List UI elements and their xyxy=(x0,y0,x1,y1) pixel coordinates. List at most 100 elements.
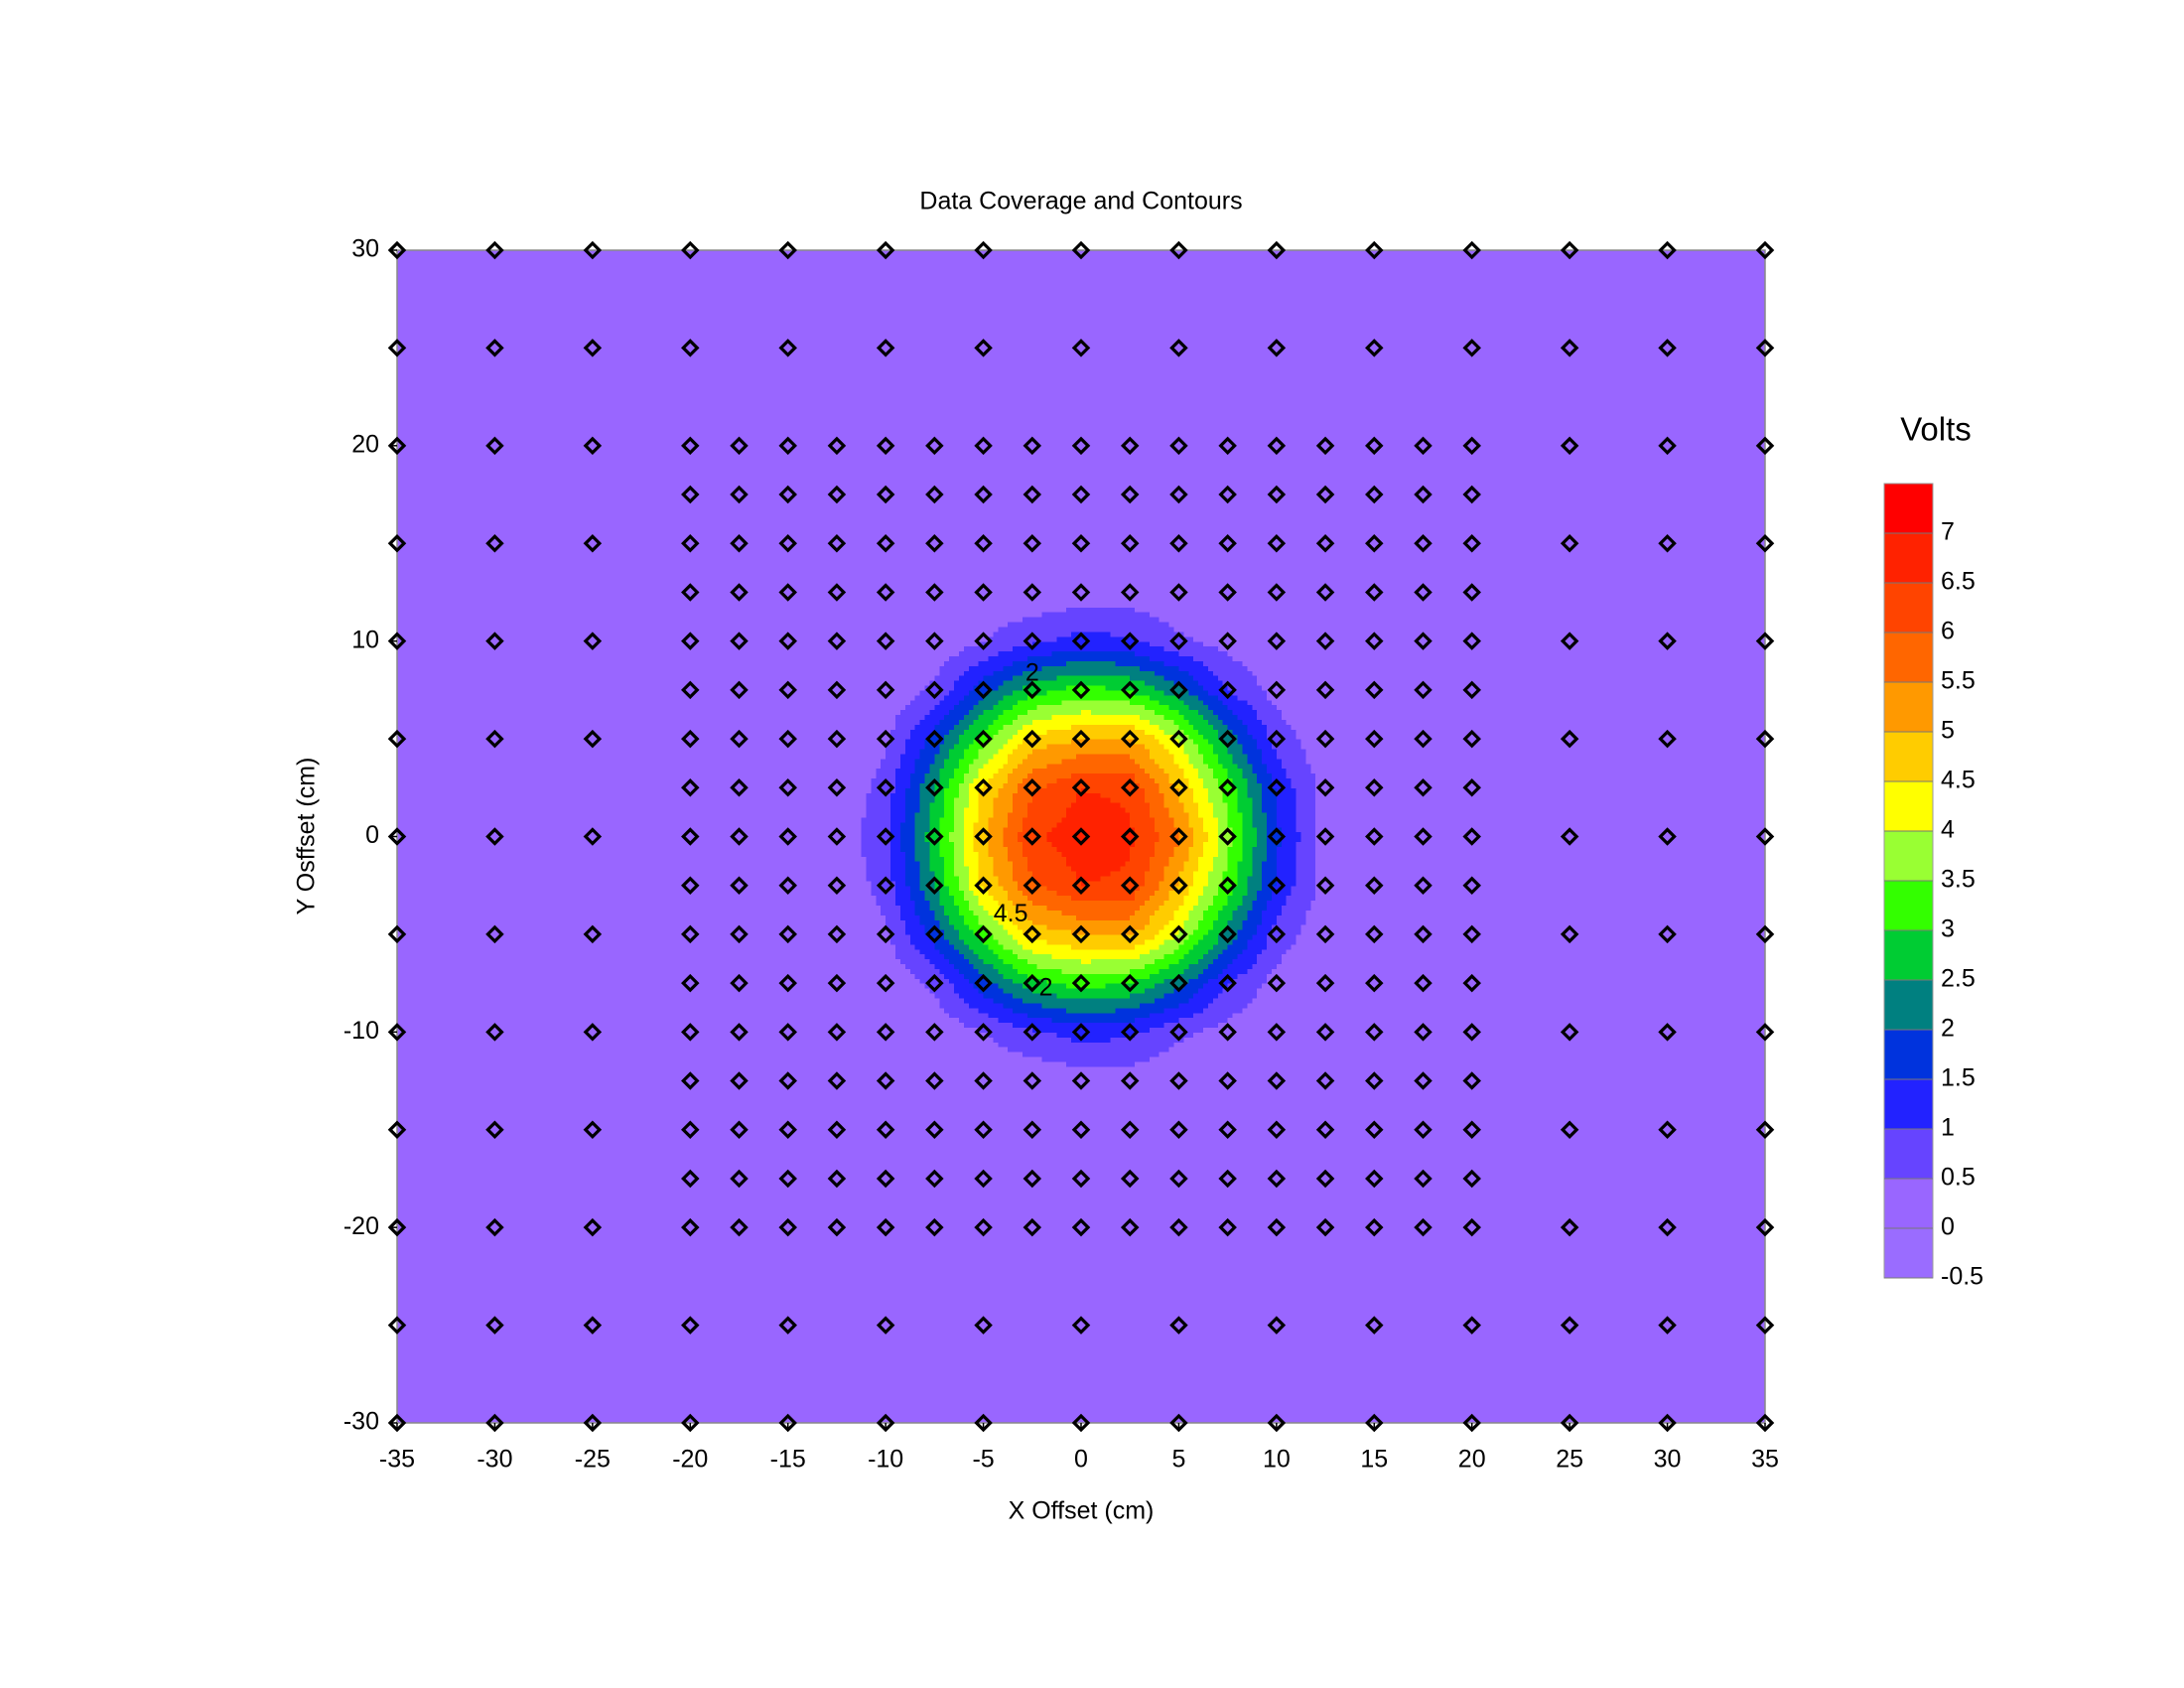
contour-cell xyxy=(904,948,911,955)
contour-cell xyxy=(1320,1075,1326,1082)
contour-cell xyxy=(1262,1047,1268,1053)
contour-cell xyxy=(914,1007,921,1014)
contour-cell xyxy=(963,968,970,974)
contour-cell xyxy=(1320,988,1326,994)
contour-cell xyxy=(1296,895,1302,902)
contour-cell xyxy=(1203,958,1209,965)
contour-cell xyxy=(904,924,911,930)
contour-cell xyxy=(1227,968,1234,974)
contour-cell xyxy=(1140,992,1146,999)
contour-cell xyxy=(856,997,863,1004)
contour-cell xyxy=(958,900,965,906)
contour-cell xyxy=(1003,914,1009,920)
contour-cell xyxy=(1281,851,1288,857)
contour-cell xyxy=(1026,1075,1033,1082)
contour-cell xyxy=(1135,978,1141,984)
contour-cell xyxy=(924,1012,931,1019)
contour-cell xyxy=(1041,953,1048,960)
contour-cell xyxy=(1130,988,1136,994)
contour-cell xyxy=(904,890,911,897)
contour-cell xyxy=(866,943,872,950)
contour-cell xyxy=(1110,933,1117,940)
contour-cell xyxy=(1159,973,1165,979)
contour-cell xyxy=(1247,846,1253,852)
contour-cell xyxy=(1193,948,1199,955)
contour-cell xyxy=(1115,856,1121,862)
contour-cell xyxy=(919,1022,926,1029)
contour-cell xyxy=(914,885,921,892)
contour-cell xyxy=(1154,914,1160,920)
contour-cell xyxy=(1159,1055,1165,1062)
contour-cell xyxy=(1310,973,1316,979)
contour-cell xyxy=(1286,1007,1293,1014)
contour-cell xyxy=(899,988,906,994)
contour-cell xyxy=(1149,895,1156,902)
contour-cell xyxy=(1046,953,1053,960)
contour-cell xyxy=(1051,1060,1057,1067)
contour-cell xyxy=(1207,1032,1214,1038)
contour-cell xyxy=(1066,1002,1072,1009)
contour-cell xyxy=(1159,846,1165,852)
contour-cell xyxy=(1066,866,1072,872)
contour-cell xyxy=(1159,1027,1165,1033)
contour-cell xyxy=(949,958,955,965)
contour-cell xyxy=(1051,958,1057,965)
contour-cell xyxy=(1247,866,1253,872)
contour-cell xyxy=(1135,914,1141,920)
contour-cell xyxy=(1130,1047,1136,1053)
contour-cell xyxy=(861,1017,868,1024)
contour-cell xyxy=(1056,1070,1062,1077)
contour-cell xyxy=(983,900,990,906)
contour-cell xyxy=(1125,968,1131,974)
contour-cell xyxy=(1018,1032,1024,1038)
contour-cell xyxy=(841,1052,848,1057)
contour-cell xyxy=(1271,948,1278,955)
contour-cell xyxy=(939,1027,945,1033)
contour-cell xyxy=(1090,875,1097,882)
contour-cell xyxy=(1081,968,1087,974)
contour-cell xyxy=(899,1037,906,1043)
contour-cell xyxy=(1018,968,1024,974)
contour-cell xyxy=(1212,841,1219,847)
contour-cell xyxy=(1125,841,1131,847)
contour-cell xyxy=(856,958,863,965)
contour-cell xyxy=(1090,890,1097,897)
contour-cell xyxy=(1056,1012,1062,1019)
contour-cell xyxy=(1207,1012,1214,1019)
contour-cell xyxy=(1013,851,1019,857)
contour-cell xyxy=(1003,1037,1009,1043)
contour-cell xyxy=(1135,1060,1141,1067)
contour-cell xyxy=(1018,841,1024,847)
contour-cell xyxy=(1281,846,1288,852)
contour-cell xyxy=(1212,1055,1219,1062)
contour-cell xyxy=(1188,885,1194,892)
contour-cell xyxy=(1198,1052,1204,1057)
contour-cell xyxy=(886,1070,891,1077)
contour-cell xyxy=(1222,1042,1229,1048)
contour-cell xyxy=(904,1017,911,1024)
contour-cell xyxy=(1291,856,1297,862)
contour-cell xyxy=(958,1047,965,1053)
contour-cell xyxy=(894,943,901,950)
contour-cell xyxy=(988,836,995,843)
contour-cell xyxy=(1168,895,1175,902)
contour-cell xyxy=(1013,1022,1019,1029)
contour-cell xyxy=(1300,1055,1306,1062)
contour-cell xyxy=(1031,1055,1038,1062)
contour-cell xyxy=(973,1017,980,1024)
contour-cell xyxy=(1036,1047,1043,1053)
contour-cell xyxy=(846,861,853,867)
contour-cell xyxy=(1100,841,1107,847)
contour-cell xyxy=(1267,938,1273,945)
contour-cell xyxy=(909,880,916,887)
contour-cell xyxy=(1125,958,1131,965)
contour-cell xyxy=(846,890,853,897)
contour-cell xyxy=(1066,910,1072,915)
contour-cell xyxy=(1140,1070,1146,1077)
contour-cell xyxy=(944,1052,950,1057)
contour-cell xyxy=(1252,943,1258,950)
contour-cell xyxy=(851,958,858,965)
contour-cell xyxy=(1198,924,1204,930)
contour-cell xyxy=(1159,1075,1165,1082)
contour-cell xyxy=(1291,1042,1297,1048)
